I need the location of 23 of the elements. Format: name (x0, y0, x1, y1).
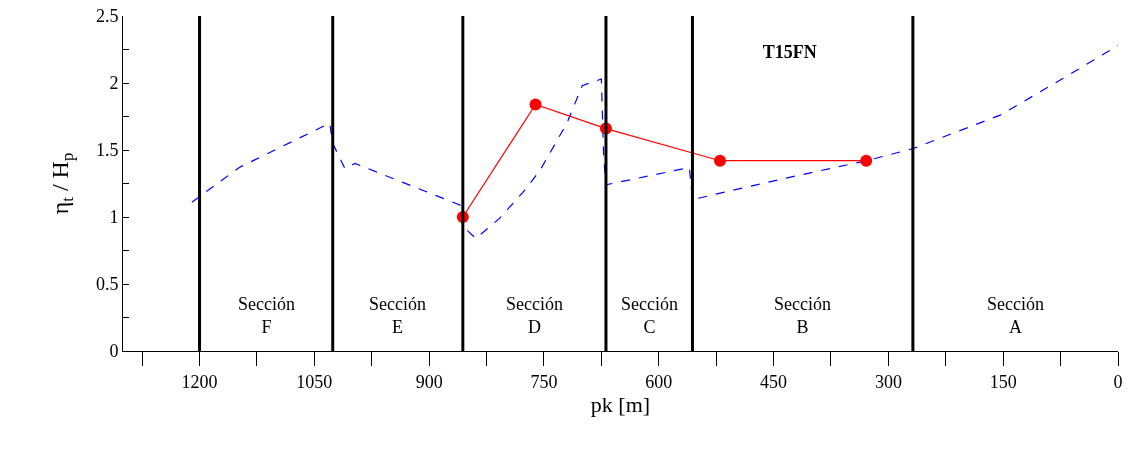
x-tick-label: 1200 (181, 371, 218, 392)
annotation: Sección B (774, 294, 831, 338)
y-tick-label: 1.5 (95, 140, 119, 161)
x-axis-title: pk [m] (590, 391, 651, 417)
x-tick-label: 900 (415, 371, 443, 392)
y-tick-label: 2.5 (95, 6, 119, 27)
x-tick-label: 450 (760, 371, 788, 392)
x-tick-label: 600 (645, 371, 673, 392)
y-tick-label: 2 (109, 73, 119, 94)
x-tick-label: 150 (989, 371, 1017, 392)
annotation: Sección C (621, 294, 678, 338)
y-tick-label: 0.5 (95, 274, 119, 295)
x-tick-label: 0 (1113, 371, 1123, 392)
annotation: Sección A (987, 294, 1044, 338)
annotation: Sección F (238, 294, 295, 338)
text: T15FN (762, 42, 817, 63)
x-tick-label: 750 (530, 371, 558, 392)
x-tick-label: 300 (874, 371, 902, 392)
annotation: Sección D (506, 294, 563, 338)
x-tick-label: 1050 (296, 371, 333, 392)
y-tick-label: 0 (109, 341, 119, 362)
y-tick-label: 1 (109, 207, 119, 228)
annotation: Sección E (369, 294, 426, 338)
